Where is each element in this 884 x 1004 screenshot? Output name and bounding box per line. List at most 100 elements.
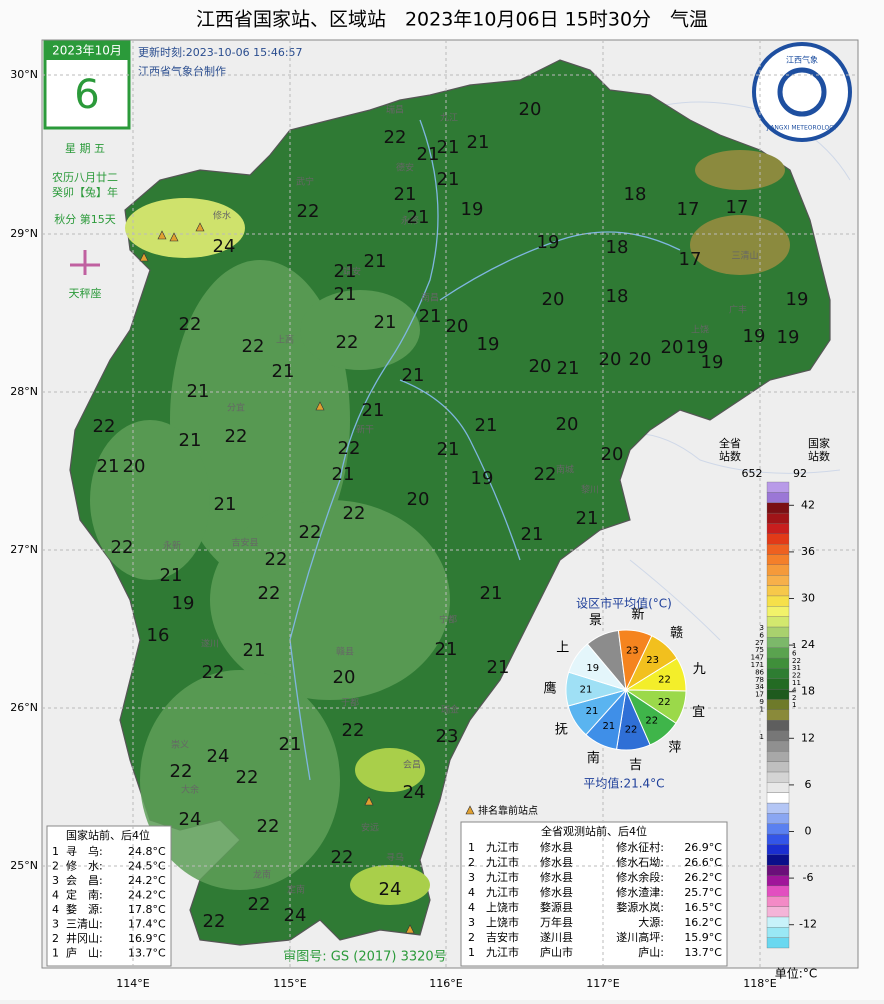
station-value: 21 <box>576 508 599 529</box>
table-cell: 修水县 <box>540 870 573 884</box>
station-value: 22 <box>257 816 280 837</box>
station-value: 21 <box>272 361 295 382</box>
pie-label: 九 <box>693 662 706 677</box>
table-cell: 定 南: <box>66 888 103 902</box>
colorbar-cell <box>766 523 790 534</box>
station-value: 22 <box>236 767 259 788</box>
colorbar-cell <box>766 833 790 845</box>
zodiac: 天秤座 <box>69 286 102 300</box>
table-cell: 2 <box>468 856 475 869</box>
station-value: 20 <box>599 349 622 370</box>
river <box>289 119 439 781</box>
pie-label: 抚 <box>555 723 568 738</box>
table-cell: 庐山市 <box>540 945 573 959</box>
station-value: 24 <box>213 236 236 257</box>
table-cell: 15.9°C <box>684 931 722 944</box>
table-cell: 修水县 <box>540 840 573 854</box>
place-name: 于都 <box>341 698 359 709</box>
table-cell: 13.7°C <box>128 947 166 960</box>
station-value: 21 <box>332 464 355 485</box>
lat-label: 29°N <box>10 227 38 240</box>
title: 江西省国家站、区域站 2023年10月06日 15时30分 气温 <box>196 9 708 31</box>
colorbar-cell <box>766 761 790 773</box>
station-value: 24 <box>284 905 307 926</box>
rank-marker <box>139 252 149 262</box>
place-name: 龙南 <box>253 869 271 881</box>
lat-label: 28°N <box>10 385 38 398</box>
colorbar-cell <box>766 823 790 835</box>
place-name: 德安 <box>396 162 414 174</box>
colorbar-cell <box>766 554 790 565</box>
station-value: 18 <box>606 237 629 258</box>
station-value: 22 <box>534 464 557 485</box>
colorbar-tick-label: 12 <box>801 731 815 744</box>
station-value: 22 <box>336 332 359 353</box>
table-cell: 大源: <box>638 915 664 929</box>
station-value: 19 <box>471 468 494 489</box>
zone <box>355 748 425 792</box>
logo-ring <box>752 42 852 142</box>
station-value: 22 <box>202 662 225 683</box>
colorbar-cell <box>766 916 790 928</box>
province-count: 1 <box>760 705 764 713</box>
table-cell: 3 <box>52 918 59 931</box>
station-value: 21 <box>407 207 430 228</box>
colorbar-cell <box>766 720 790 731</box>
table-cell: 三清山: <box>66 918 103 931</box>
province-count: 9 <box>760 698 764 706</box>
station-value: 22 <box>225 426 248 447</box>
place-name: 上饶 <box>691 324 709 336</box>
colorbar-cell <box>766 481 790 493</box>
table-cell: 万年县 <box>540 915 573 929</box>
station-value: 22 <box>342 720 365 741</box>
national-count: 1 <box>792 701 796 709</box>
station-value: 22 <box>170 761 193 782</box>
national-total: 92 <box>793 467 807 480</box>
place-name: 新干 <box>356 424 374 436</box>
station-value: 16 <box>147 625 170 646</box>
station-value: 21 <box>243 640 266 661</box>
colorbar-cell <box>766 492 790 503</box>
colorbar-tick-label: 6 <box>805 778 812 791</box>
station-value: 20 <box>601 444 624 465</box>
station-value: 22 <box>93 416 116 437</box>
calendar-head <box>45 42 129 60</box>
station-value: 22 <box>343 503 366 524</box>
table-cell: 1 <box>468 841 475 854</box>
colorbar-cell <box>766 740 790 752</box>
station-value: 20 <box>529 356 552 377</box>
pie-label: 萍 <box>668 741 681 756</box>
table-cell: 3 <box>468 871 475 884</box>
station-value: 21 <box>374 312 397 333</box>
table-cell: 17.8°C <box>128 903 166 916</box>
station-value: 21 <box>97 456 120 477</box>
colorbar-cell <box>766 678 790 690</box>
logo: 江西气象 JIANGXI METEOROLOGY <box>752 42 852 142</box>
place-name: 三清山 <box>731 250 758 262</box>
zone <box>300 290 420 370</box>
province-count: 147 <box>751 654 764 662</box>
colorbar-cell <box>766 802 790 814</box>
zone <box>695 150 785 190</box>
pie-value: 23 <box>626 646 639 657</box>
station-value: 20 <box>407 489 430 510</box>
lat-label: 26°N <box>10 701 38 714</box>
station-value: 21 <box>362 400 385 421</box>
solar-term: 秋分 第15天 <box>54 212 116 226</box>
station-value: 21 <box>557 358 580 379</box>
colorbar-cell <box>766 896 790 907</box>
table-cell: 上饶市 <box>486 915 519 929</box>
table-cell: 婺源县 <box>540 900 573 914</box>
pie-value: 22 <box>625 725 638 736</box>
national-count: 22 <box>792 672 801 680</box>
pie-value: 21 <box>602 721 615 732</box>
national-count: 6 <box>792 649 797 657</box>
station-value: 22 <box>299 522 322 543</box>
table-cell: 修水石坳: <box>616 855 664 869</box>
place-name: 定南 <box>287 884 305 896</box>
lunar-date: 农历八月廿二 <box>52 170 118 184</box>
colorbar-cell <box>766 637 790 648</box>
zodiac-icon <box>70 250 100 275</box>
lat-label: 30°N <box>10 68 38 81</box>
station-value: 22 <box>297 201 320 222</box>
